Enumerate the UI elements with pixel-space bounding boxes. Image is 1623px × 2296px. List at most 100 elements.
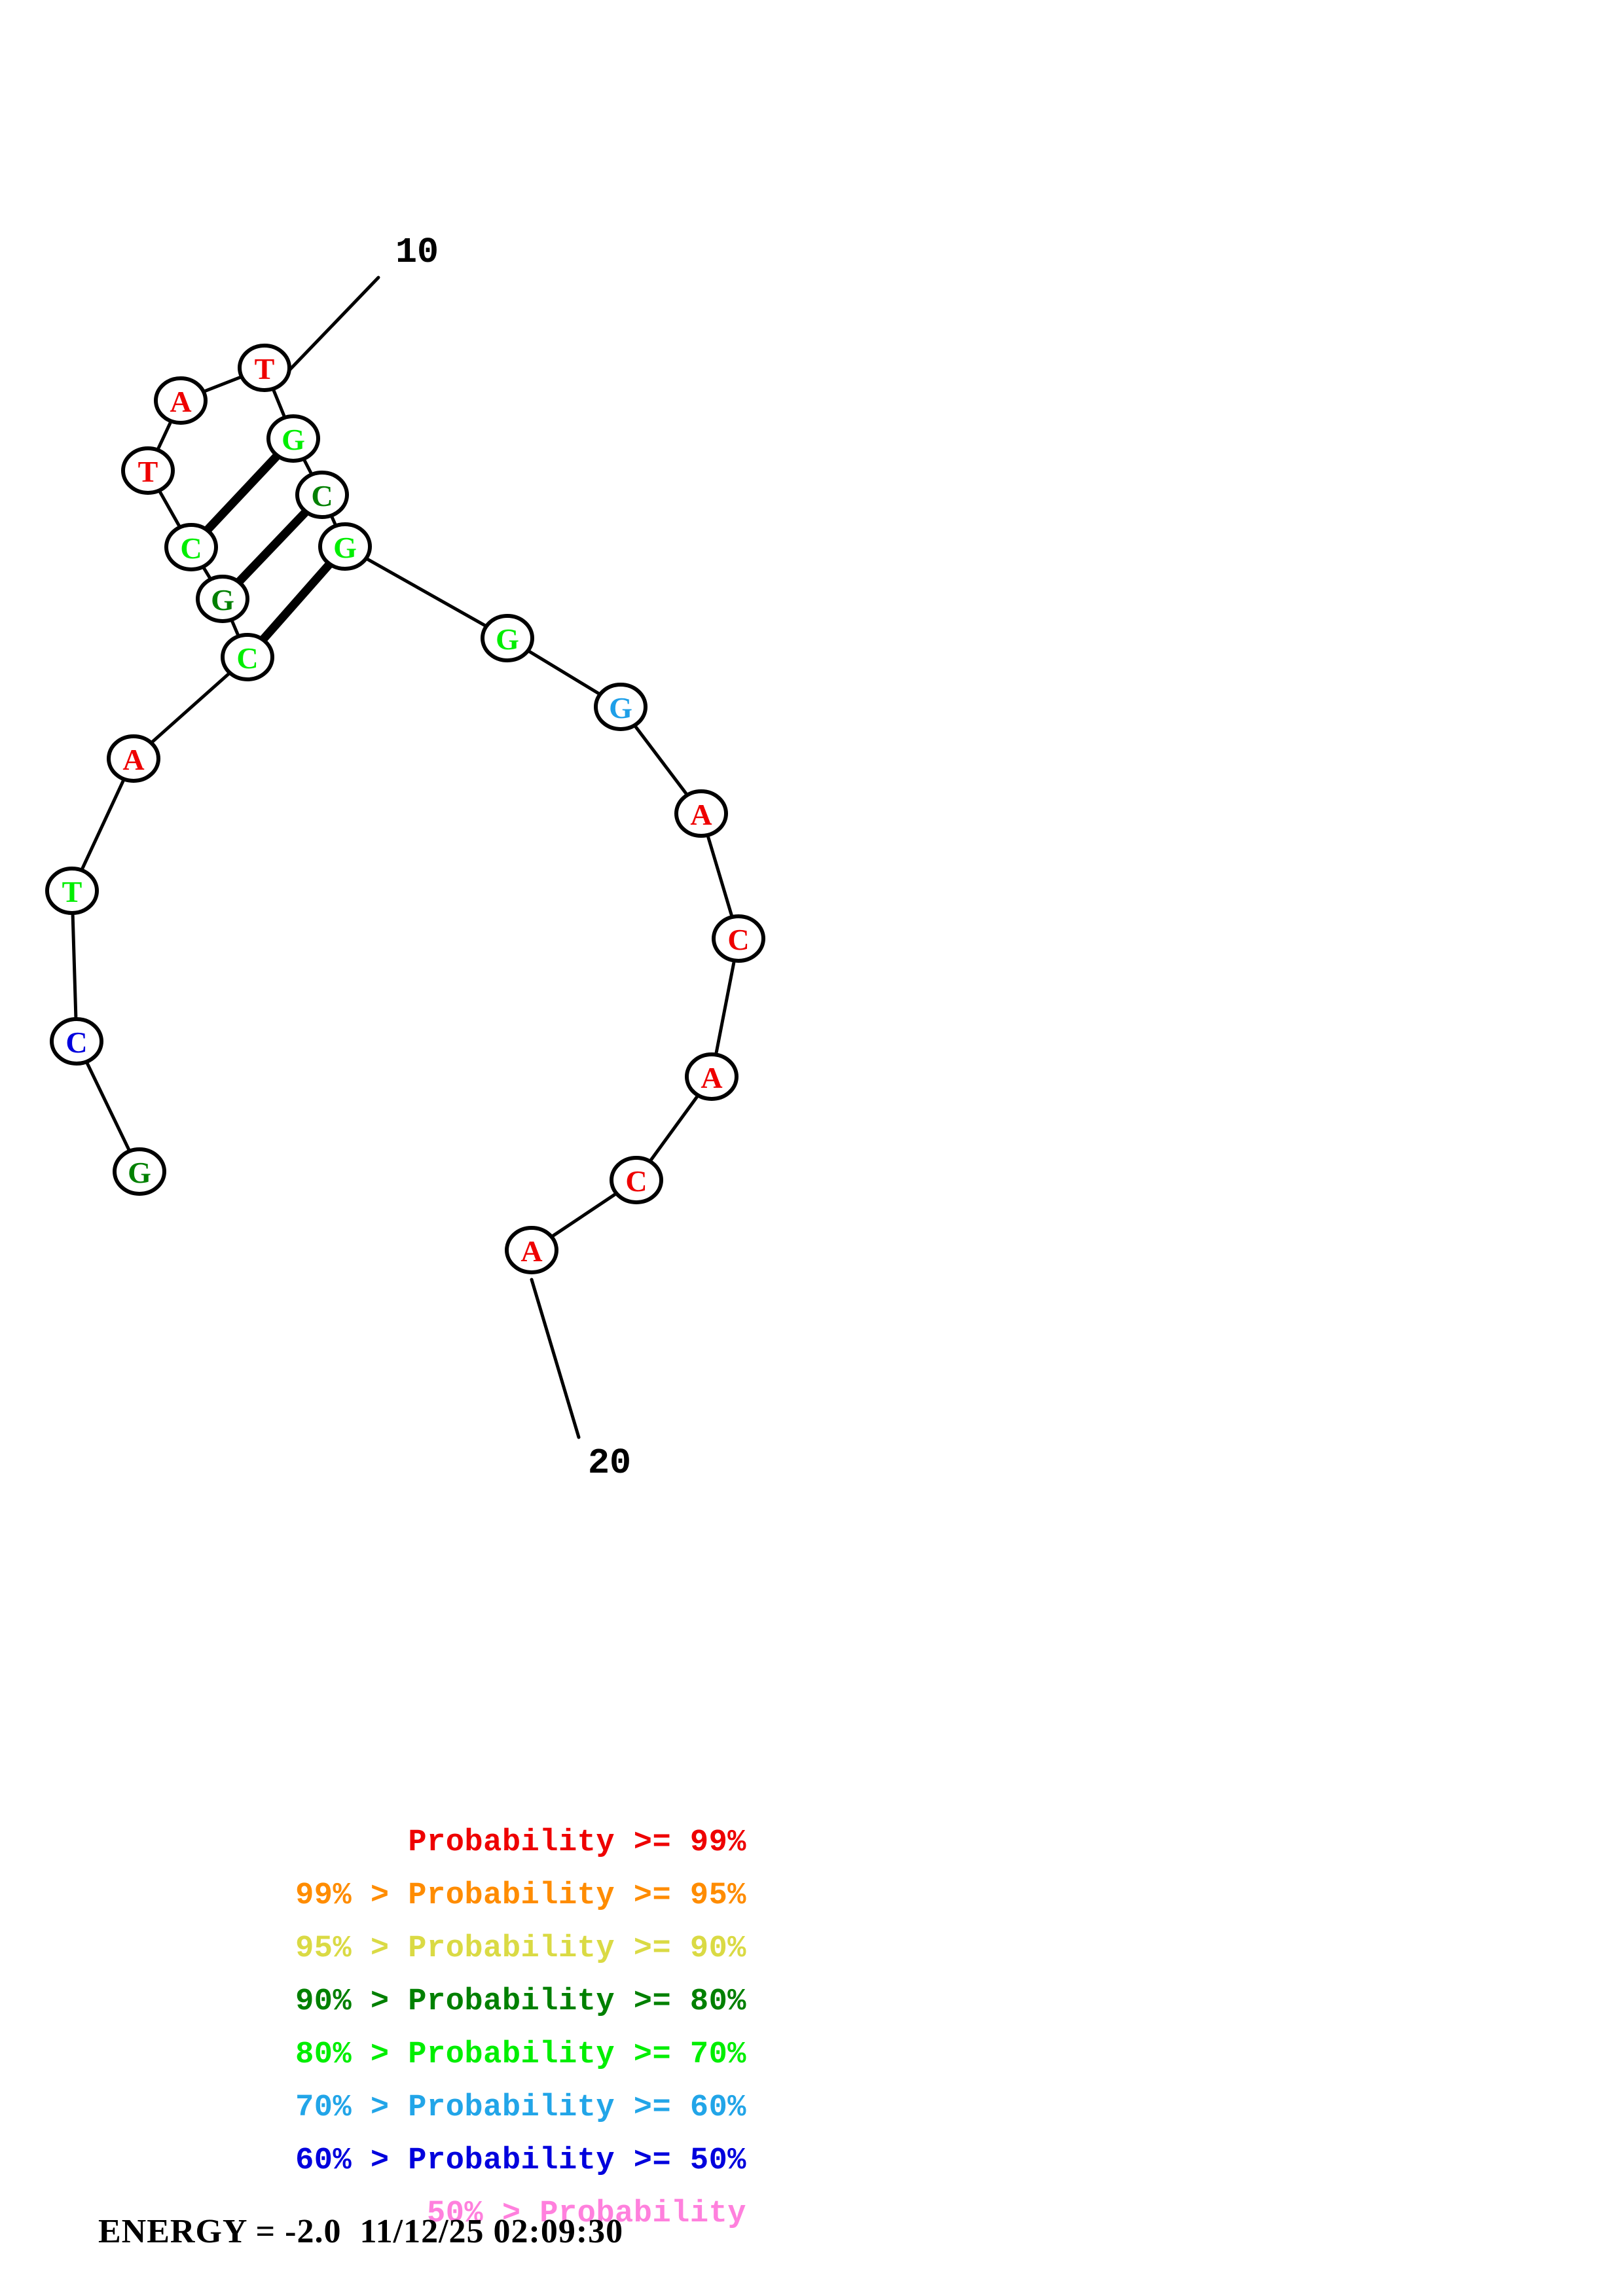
backbone-bond bbox=[230, 620, 240, 636]
backbone-bond bbox=[272, 389, 286, 418]
legend-row-5: 80% > Probability >= 70% bbox=[295, 2037, 746, 2072]
base-pair-bond bbox=[259, 560, 333, 643]
nucleotide-circle bbox=[113, 1147, 166, 1196]
nucleotide-letter: G bbox=[609, 691, 632, 725]
legend-row-4: 90% > Probability >= 80% bbox=[295, 1984, 746, 2019]
nucleotide-letter: C bbox=[727, 923, 749, 956]
nucleotide-letter: C bbox=[311, 479, 333, 512]
nucleotide-letter: T bbox=[255, 352, 275, 386]
nucleotide-circle bbox=[107, 734, 160, 783]
legend-row-2: 99% > Probability >= 95% bbox=[295, 1878, 746, 1913]
nucleotide-17-C[interactable]: C bbox=[712, 914, 765, 963]
nucleotide-9-A[interactable]: A bbox=[154, 376, 208, 425]
index-tick-line bbox=[280, 276, 380, 380]
index-label-10: 10 bbox=[395, 232, 439, 273]
nucleotide-letter: A bbox=[520, 1234, 542, 1268]
nucleotide-4-A[interactable]: A bbox=[107, 734, 160, 783]
nucleotide-6-G[interactable]: G bbox=[196, 575, 249, 623]
index-tick-line bbox=[530, 1278, 581, 1439]
nucleotide-circle bbox=[610, 1156, 663, 1204]
nucleotide-18-A[interactable]: A bbox=[685, 1052, 739, 1101]
nucleotide-circle bbox=[221, 633, 274, 681]
backbone-bond bbox=[634, 725, 688, 796]
nucleotide-circle bbox=[50, 1017, 103, 1066]
backbone-bond bbox=[706, 835, 733, 917]
backbone-bond bbox=[81, 779, 125, 870]
nucleotide-8-T[interactable]: T bbox=[121, 446, 175, 495]
nucleotide-1-G[interactable]: G bbox=[113, 1147, 166, 1196]
nucleotide-circle bbox=[238, 344, 291, 392]
nucleotide-circle bbox=[164, 523, 218, 571]
energy-timestamp-line: ENERGY = -2.0 11/12/25 02:09:30 bbox=[98, 2213, 624, 2250]
nucleotide-circle bbox=[295, 471, 349, 519]
nucleotide-20-A[interactable]: A bbox=[505, 1226, 558, 1274]
nucleotide-circle bbox=[481, 614, 534, 662]
nucleotide-14-G[interactable]: G bbox=[481, 614, 534, 662]
backbone-bond bbox=[302, 459, 313, 475]
nucleotide-circle bbox=[196, 575, 249, 623]
nucleotide-circle bbox=[594, 683, 647, 731]
index-tick-layer bbox=[280, 276, 581, 1439]
nucleotide-circle bbox=[154, 376, 208, 425]
nucleotide-letter: G bbox=[211, 583, 234, 617]
base-pair-bond bbox=[235, 508, 310, 586]
legend-row-1: Probability >= 99% bbox=[408, 1825, 746, 1860]
nucleotide-16-A[interactable]: A bbox=[674, 789, 728, 838]
nucleotide-letter: G bbox=[282, 423, 305, 456]
index-label-layer: 10 20 bbox=[395, 232, 631, 1484]
nucleotide-letter: C bbox=[236, 641, 258, 675]
base-pair-layer bbox=[204, 452, 333, 643]
nucleotide-12-C[interactable]: C bbox=[295, 471, 349, 519]
nucleotide-circle bbox=[318, 522, 372, 571]
nucleotide-letter: A bbox=[701, 1061, 722, 1094]
backbone-bond bbox=[714, 961, 736, 1054]
legend-row-8: 50% > Probability bbox=[427, 2197, 746, 2231]
nucleotide-13-G[interactable]: G bbox=[318, 522, 372, 571]
index-label-20: 20 bbox=[588, 1443, 631, 1484]
nucleotide-circle bbox=[266, 414, 320, 463]
nucleotide-2-C[interactable]: C bbox=[50, 1017, 103, 1066]
nucleotide-10-T[interactable]: T bbox=[238, 344, 291, 392]
backbone-bond bbox=[71, 914, 78, 1018]
nucleotide-15-G[interactable]: G bbox=[594, 683, 647, 731]
backbone-bond bbox=[156, 421, 172, 450]
nucleotide-letter: G bbox=[496, 622, 519, 656]
nucleotide-7-C[interactable]: C bbox=[164, 523, 218, 571]
nucleotide-circle bbox=[685, 1052, 739, 1101]
nucleotide-11-G[interactable]: G bbox=[266, 414, 320, 463]
nucleotide-circle bbox=[505, 1226, 558, 1274]
nucleotide-letter: A bbox=[170, 385, 191, 418]
backbone-bond bbox=[150, 672, 231, 744]
backbone-bond bbox=[649, 1095, 699, 1162]
probability-legend: Probability >= 99% 99% > Probability >= 9… bbox=[0, 1816, 812, 2240]
nucleotide-circle bbox=[712, 914, 765, 963]
backbone-bond bbox=[202, 566, 211, 580]
nucleotide-circle bbox=[121, 446, 175, 495]
nucleotide-3-T[interactable]: T bbox=[45, 867, 99, 915]
nucleotide-letter: C bbox=[65, 1026, 87, 1059]
backbone-bond bbox=[526, 649, 602, 696]
backbone-bond bbox=[202, 375, 244, 393]
nucleotide-letter: G bbox=[128, 1156, 151, 1189]
nucleotide-letter: C bbox=[625, 1164, 647, 1198]
nucleotide-letter: T bbox=[62, 875, 82, 908]
nucleotide-letter: G bbox=[333, 531, 357, 564]
legend-row-7: 60% > Probability >= 50% bbox=[295, 2144, 746, 2178]
nucleotide-letter: C bbox=[180, 531, 202, 565]
legend-row-3: 95% > Probability >= 90% bbox=[295, 1931, 746, 1966]
backbone-bond bbox=[86, 1062, 130, 1151]
backbone-bond bbox=[330, 516, 337, 526]
nucleotide-circle bbox=[45, 867, 99, 915]
nucleotide-letter: A bbox=[690, 798, 712, 831]
backbone-bond bbox=[365, 557, 488, 628]
nucleotide-circle bbox=[674, 789, 728, 838]
base-pair-bond bbox=[204, 452, 281, 533]
backbone-bond-layer bbox=[71, 375, 736, 1238]
nucleotide-19-C[interactable]: C bbox=[610, 1156, 663, 1204]
backbone-bond bbox=[551, 1192, 617, 1238]
backbone-bond bbox=[158, 490, 181, 528]
nucleotide-5-C[interactable]: C bbox=[221, 633, 274, 681]
